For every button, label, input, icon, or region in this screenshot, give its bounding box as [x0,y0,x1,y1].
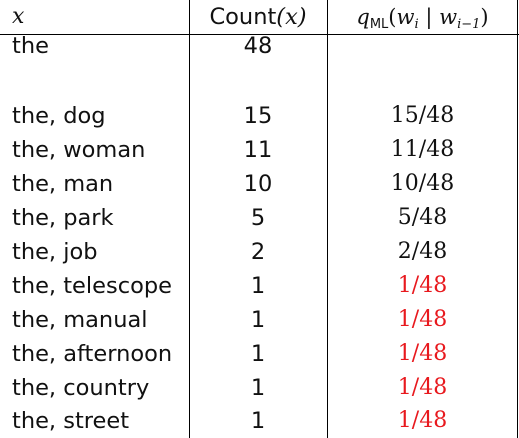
row-q-highlighted: 1/48 [397,273,448,298]
row-count: 1 [250,408,266,434]
row-q: 10/48 [390,171,455,196]
row-x: the, manual [12,307,148,333]
row-q-highlighted: 1/48 [397,341,448,366]
header-q-open: ( [388,5,397,29]
row-count: 1 [250,375,266,401]
row-q [328,29,517,63]
row-q: 11/48 [390,137,455,162]
column-divider-2 [327,0,328,438]
header-q-subscript: ML [369,17,389,32]
header-q-sub1: i [414,17,419,32]
header-q-close: ) [480,5,489,29]
row-count: 1 [250,307,266,333]
row-count: 2 [250,239,266,265]
table-right-border [517,0,518,438]
row-x: the, street [12,408,130,434]
row-q-highlighted: 1/48 [397,408,448,433]
header-count-close: ) [297,4,307,30]
header-q-sub2: i−1 [457,17,481,32]
header-qml: qML(wi | wi−1) [328,0,517,34]
header-count-open: ( [276,4,286,30]
row-count: 1 [250,341,266,367]
row-x: the, job [12,239,98,265]
row-x: the, park [12,205,114,231]
row-x: the, telescope [12,273,172,299]
header-count-var: x [285,4,298,30]
header-q-w2: w [439,5,458,29]
row-x: the [12,33,49,59]
header-q-symbol: q [356,5,370,29]
header-count: Count(x) [190,0,326,34]
header-q-w1: w [396,5,415,29]
row-q: 5/48 [397,205,448,230]
row-x: the, country [12,375,150,401]
row-count: 48 [243,33,273,59]
row-x: the, dog [12,103,106,129]
row-x: the, woman [12,137,146,163]
row-q: 2/48 [397,239,448,264]
row-q-highlighted: 1/48 [397,375,448,400]
header-count-label: Count [209,4,277,30]
header-rule [0,34,519,35]
row-count: 15 [243,103,273,129]
row-q-highlighted: 1/48 [397,307,448,332]
row-count: 10 [243,171,273,197]
header-q-bar: | [418,5,440,29]
row-count: 1 [250,273,266,299]
row-count: 5 [250,205,266,231]
row-count: 11 [243,137,273,163]
row-x: the, man [12,171,114,197]
header-x: x [12,4,25,29]
row-q: 15/48 [390,103,455,128]
row-x: the, afternoon [12,341,173,367]
column-divider-1 [189,0,190,438]
